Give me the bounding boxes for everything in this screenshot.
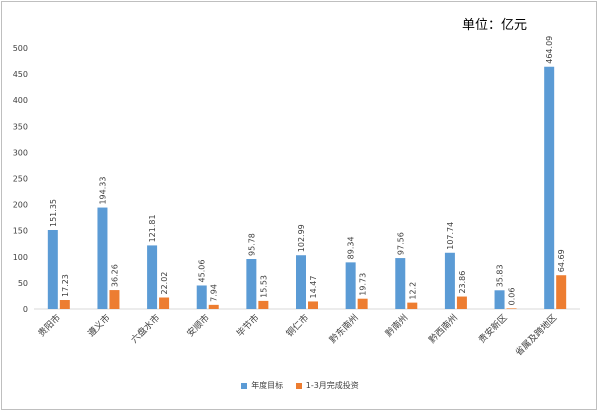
data-label-completed: 12.2 [408, 282, 417, 300]
y-tick-label: 200 [13, 201, 28, 210]
data-label-target: 464.09 [545, 36, 554, 64]
bar-completed [506, 308, 517, 309]
x-tick-label: 贵安新区 [476, 312, 510, 346]
y-tick-label: 450 [13, 70, 28, 79]
x-tick-label: 安顺市 [184, 312, 212, 340]
legend-swatch-completed [295, 382, 302, 389]
x-tick-label: 贵阳市 [35, 312, 63, 340]
x-tick-label: 黔东南州 [327, 312, 361, 346]
legend-item-completed: 1-3月完成投资 [295, 380, 359, 391]
bar-completed [208, 304, 219, 309]
x-tick-label: 遵义市 [85, 312, 113, 340]
y-tick-label: 100 [13, 253, 28, 262]
y-tick-label: 150 [13, 227, 28, 236]
bar-target [47, 229, 58, 309]
x-tick-label: 黔南州 [383, 312, 411, 340]
y-tick-label: 350 [13, 122, 28, 131]
bar-target [147, 245, 158, 309]
legend-item-target: 年度目标 [241, 380, 283, 391]
bar-completed [308, 301, 318, 309]
data-label-target: 95.78 [247, 233, 256, 256]
data-label-target: 102.99 [297, 224, 306, 252]
y-tick-label: 250 [13, 175, 28, 184]
y-tick-label: 300 [13, 148, 28, 157]
data-label-completed: 0.06 [508, 288, 517, 306]
data-label-completed: 14.47 [309, 276, 318, 299]
bar-completed [109, 290, 120, 309]
bar-completed [556, 275, 567, 309]
bar-completed [456, 296, 467, 309]
legend-label-target: 年度目标 [251, 381, 284, 390]
bar-completed [59, 300, 70, 309]
x-tick-label: 黔西南州 [426, 312, 460, 346]
bar-target [246, 259, 257, 309]
data-label-target: 97.56 [396, 232, 405, 255]
legend: 年度目标 1-3月完成投资 [0, 380, 600, 391]
data-label-completed: 19.73 [359, 273, 368, 296]
data-label-completed: 36.26 [110, 264, 119, 287]
y-tick-label: 400 [13, 96, 28, 105]
bar-completed [357, 298, 368, 309]
bar-target [97, 207, 108, 309]
data-label-completed: 17.23 [61, 274, 70, 297]
data-label-target: 107.74 [446, 222, 455, 250]
y-tick-label: 500 [13, 44, 28, 53]
legend-swatch-target [241, 382, 248, 389]
data-label-target: 151.35 [49, 199, 58, 227]
y-tick-label: 50 [18, 279, 28, 288]
data-label-completed: 23.86 [458, 271, 467, 294]
bar-target [196, 285, 207, 309]
bar-target [494, 290, 505, 309]
x-tick-label: 六盘水市 [128, 312, 162, 346]
data-label-completed: 22.02 [160, 272, 169, 295]
data-label-completed: 64.69 [557, 249, 566, 272]
data-label-target: 35.83 [496, 264, 505, 287]
y-tick-label: 0 [23, 305, 28, 314]
unit-label: 单位：亿元 [462, 18, 528, 33]
data-label-completed: 7.94 [210, 284, 219, 302]
legend-label-completed: 1-3月完成投资 [305, 381, 359, 390]
data-label-completed: 15.53 [259, 275, 268, 298]
bar-target [544, 66, 555, 309]
bar-completed [159, 297, 170, 309]
bar-target [296, 255, 306, 309]
bar-completed [258, 300, 269, 309]
x-tick-label: 毕节市 [234, 312, 262, 340]
x-tick-label: 铜仁市 [284, 312, 312, 340]
data-label-target: 121.81 [148, 214, 157, 242]
x-tick-label: 省属及跨地区 [513, 312, 560, 359]
data-label-target: 89.34 [347, 236, 356, 259]
bar-target [345, 262, 356, 309]
bar-completed [407, 302, 418, 309]
data-label-target: 45.06 [198, 260, 207, 283]
data-label-target: 194.33 [98, 177, 107, 205]
bar-target [444, 252, 455, 309]
bar-target [395, 258, 406, 309]
